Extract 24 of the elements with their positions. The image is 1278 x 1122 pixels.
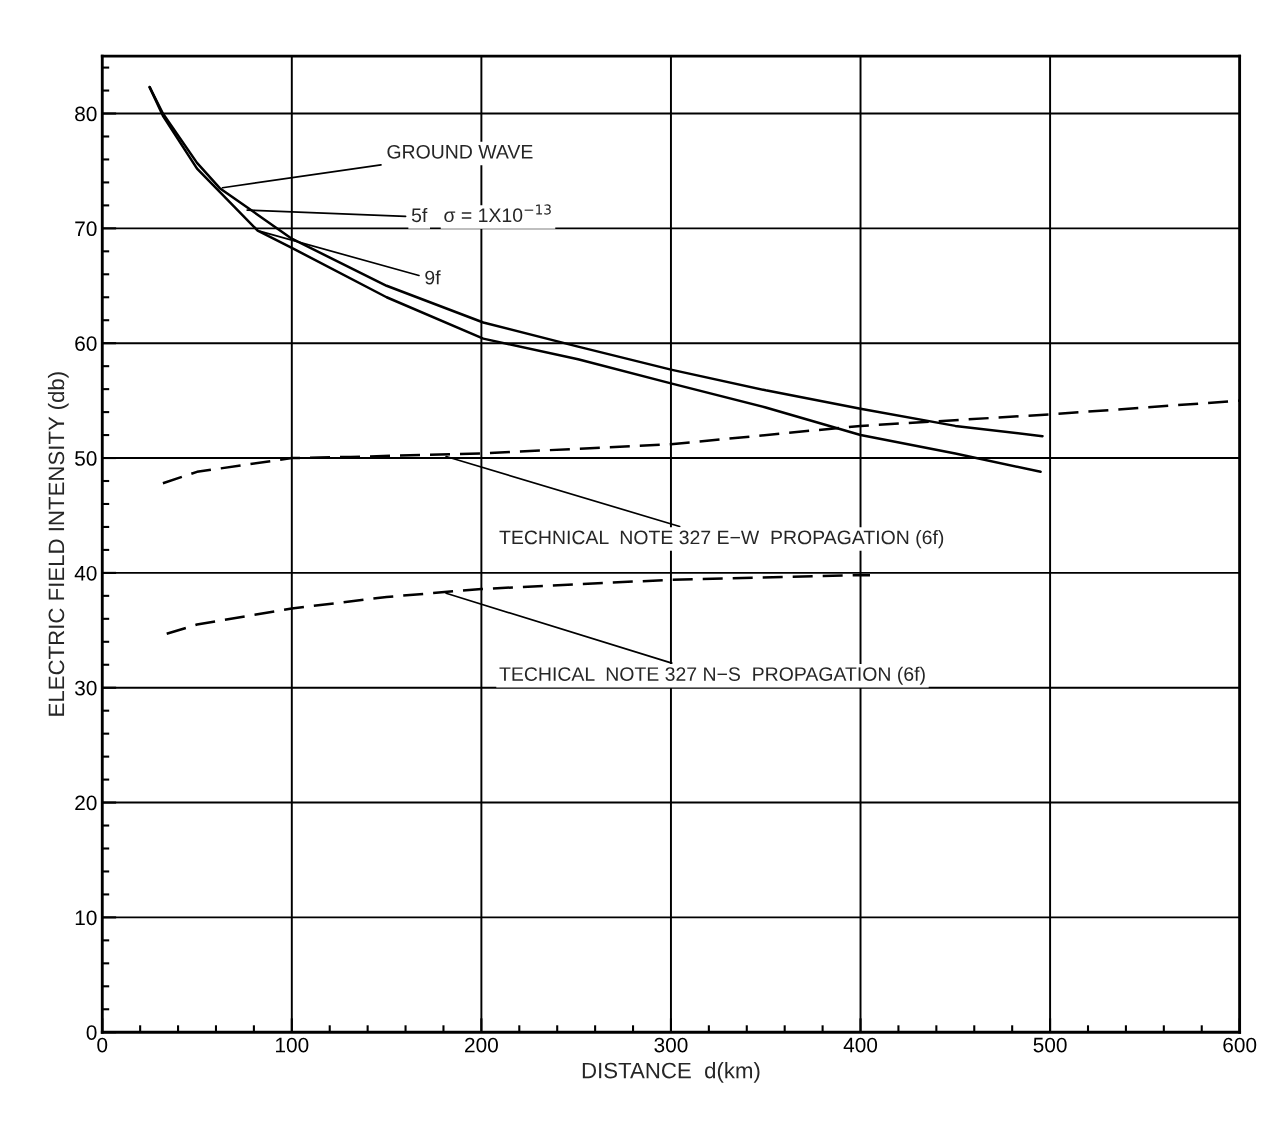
y-tick-label: 80 xyxy=(75,106,97,122)
y-tick-label: 0 xyxy=(86,1025,97,1040)
annotation: σ = 1X10$^{−13}$ xyxy=(444,204,551,223)
y-tick-label: 30 xyxy=(75,680,97,696)
x-axis-title: DISTANCE d(km) xyxy=(582,1062,760,1083)
annotation: TECHICAL NOTE 327 N−S PROPAGATION (6f) xyxy=(499,666,925,685)
y-tick-label: 60 xyxy=(75,336,97,351)
x-tick-label: 400 xyxy=(843,1037,878,1053)
y-tick-label: 70 xyxy=(75,221,97,237)
y-tick-label: 10 xyxy=(75,910,97,926)
y-tick-label: 50 xyxy=(75,451,97,466)
annotation: 9f xyxy=(425,270,441,285)
x-tick-label: 600 xyxy=(1223,1037,1257,1053)
x-tick-label: 500 xyxy=(1033,1037,1067,1053)
annotation: GROUND WAVE xyxy=(387,144,533,159)
x-tick-label: 300 xyxy=(654,1037,688,1053)
y-tick-label: 40 xyxy=(74,565,97,581)
x-tick-label: 0 xyxy=(97,1037,108,1053)
annotation: 5f xyxy=(411,207,428,223)
x-tick-label: 200 xyxy=(465,1037,498,1053)
y-axis-title: ELECTRIC FIELD INTENSITY (db) xyxy=(47,372,69,716)
y-tick-label: 20 xyxy=(75,795,97,811)
x-tick-label: 100 xyxy=(276,1037,309,1053)
annotation: TECHNICAL NOTE 327 E−W PROPAGATION (6f) xyxy=(499,530,944,549)
